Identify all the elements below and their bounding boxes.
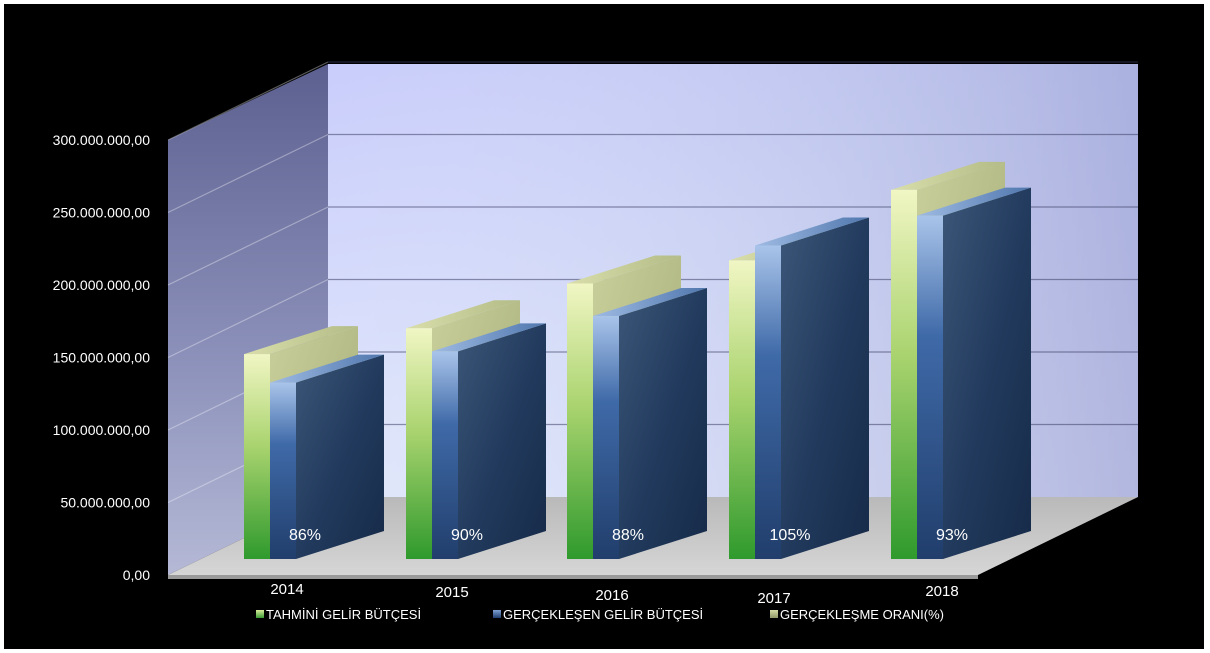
x-tick-label: 2017: [757, 590, 790, 607]
data-label-oran: 86%: [289, 527, 321, 544]
x-tick-label: 2016: [595, 587, 628, 604]
gridline-side: [167, 133, 329, 214]
bar-gerceklesen-side: [943, 187, 1031, 559]
bar-group: [891, 161, 1031, 559]
bar-tahmini-top: [567, 255, 681, 284]
x-tick-label: 2018: [925, 583, 958, 600]
gridline-side: [167, 206, 329, 286]
legend-label: GERÇEKLEŞEN GELİR BÜTÇESİ: [503, 607, 703, 622]
bar-tahmini-top: [891, 161, 1005, 190]
data-label-oran: 88%: [612, 527, 644, 544]
bar-gerceklesen-top: [917, 187, 1031, 216]
bar-gerceklesen-side: [619, 288, 707, 559]
gridline-side: [167, 61, 329, 141]
y-tick-label: 100.000.000,00: [53, 422, 151, 438]
data-label-oran: 105%: [770, 527, 811, 544]
data-labels: 86% 90% 88% 105% 93%: [289, 527, 968, 544]
floor-edge: [168, 575, 978, 579]
bar-tahmini: [244, 354, 270, 559]
legend-swatch-oran: [770, 610, 778, 618]
bar-gerceklesen-top: [270, 354, 384, 383]
legend-label: TAHMİNİ GELİR BÜTÇESİ: [266, 607, 421, 622]
y-tick-label: 250.000.000,00: [53, 205, 151, 221]
bar-gerceklesen: [593, 316, 619, 559]
bar-gerceklesen-side: [458, 323, 546, 559]
bar-gerceklesen-side: [296, 354, 384, 559]
legend-swatch-gerceklesen: [493, 610, 501, 618]
y-tick-label: 300.000.000,00: [53, 132, 151, 148]
x-axis-tick-labels: 2014 2015 2016 2017 2018: [270, 581, 958, 607]
data-label-oran: 90%: [451, 527, 483, 544]
bar-group: [729, 217, 869, 559]
bar-gerceklesen: [755, 245, 781, 559]
y-tick-label: 200.000.000,00: [53, 277, 151, 293]
bar-tahmini: [406, 328, 432, 559]
bars: [244, 161, 1031, 559]
bar-gerceklesen-side: [781, 217, 869, 559]
y-tick-label: 50.000.000,00: [60, 495, 150, 511]
bar-tahmini: [891, 189, 917, 559]
bar-gerceklesen-top: [432, 323, 546, 352]
bar-gerceklesen: [917, 215, 943, 559]
bar-group: [244, 326, 384, 559]
legend-item: TAHMİNİ GELİR BÜTÇESİ: [256, 607, 421, 622]
bar-tahmini-top: [406, 300, 520, 329]
legend-swatch-tahmini: [256, 610, 264, 618]
x-tick-label: 2015: [435, 584, 468, 601]
x-tick-label: 2014: [270, 581, 303, 598]
bar-gerceklesen: [270, 382, 296, 559]
bar-group: [567, 255, 707, 559]
legend-label: GERÇEKLEŞME ORANI(%): [780, 607, 944, 622]
bar-gerceklesen-top: [755, 217, 869, 246]
gridline-side: [167, 278, 329, 359]
y-tick-label: 0,00: [123, 567, 150, 583]
data-label-oran: 93%: [936, 527, 968, 544]
bar-gerceklesen: [432, 351, 458, 559]
y-tick-label: 150.000.000,00: [53, 350, 151, 366]
y-axis-tick-labels: 0,00 50.000.000,00 100.000.000,00 150.000.0…: [53, 132, 151, 583]
legend-item: GERÇEKLEŞME ORANI(%): [770, 607, 944, 622]
bar-tahmini: [567, 283, 593, 559]
bar-tahmini-top: [244, 326, 358, 355]
bar-group: [406, 300, 546, 559]
bar-tahmini: [729, 260, 755, 559]
legend: TAHMİNİ GELİR BÜTÇESİ GERÇEKLEŞEN GELİR B…: [256, 607, 944, 622]
bar-gerceklesen-top: [593, 288, 707, 317]
legend-item: GERÇEKLEŞEN GELİR BÜTÇESİ: [493, 607, 703, 622]
